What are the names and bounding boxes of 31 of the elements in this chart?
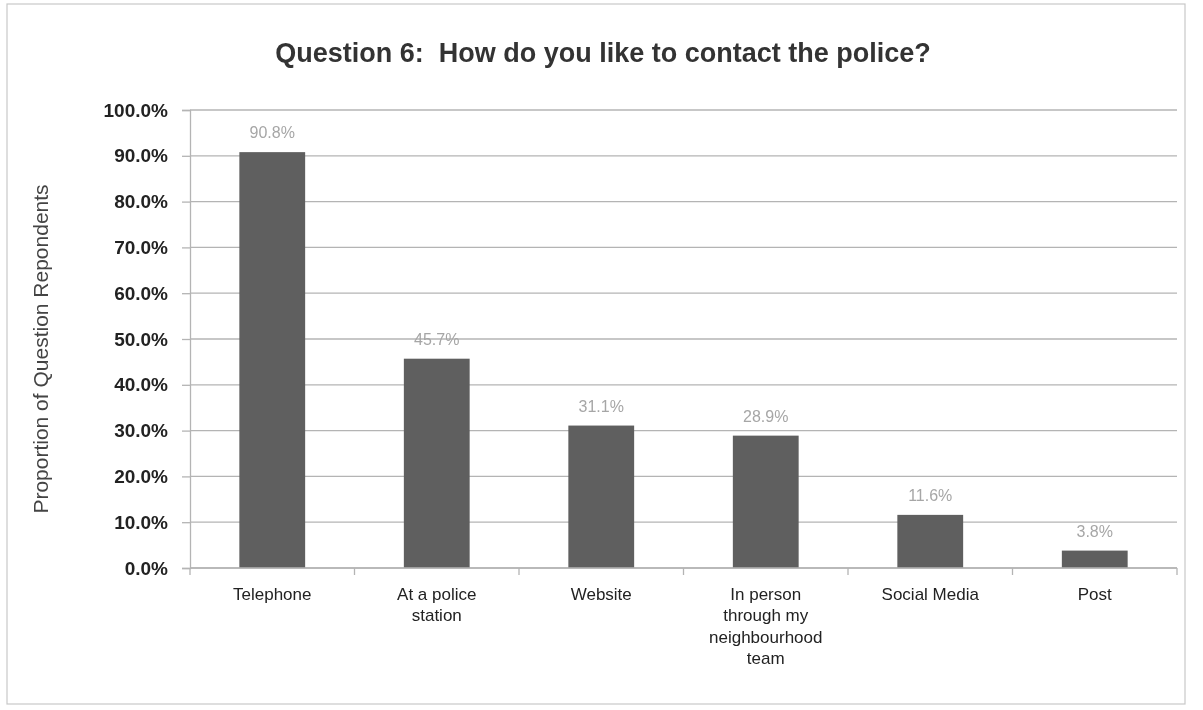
chart-title: Question 6: How do you like to contact the police?: [275, 38, 931, 68]
y-tick-label: 40.0%: [114, 374, 169, 396]
bar: [239, 152, 306, 568]
y-tick-label: 20.0%: [114, 465, 169, 487]
bar: [1061, 550, 1128, 568]
y-tick-label: 70.0%: [114, 236, 169, 258]
bar: [897, 514, 964, 568]
data-label: 3.8%: [1076, 522, 1113, 540]
data-label: 90.8%: [249, 124, 295, 142]
y-tick-label: 80.0%: [114, 191, 169, 213]
x-tick-label: Telephone: [233, 585, 312, 604]
y-tick-label: 90.0%: [114, 145, 169, 167]
y-tick-label: 100.0%: [103, 99, 169, 121]
data-label: 11.6%: [908, 486, 953, 504]
y-axis-title: Proportion of Question Repondents: [29, 184, 52, 514]
x-tick-label: Social Media: [881, 585, 980, 604]
bar: [403, 358, 470, 568]
y-tick-label: 30.0%: [114, 420, 169, 442]
data-label: 28.9%: [743, 407, 789, 425]
x-tick-label: Post: [1077, 585, 1113, 604]
bar: [732, 435, 799, 568]
y-tick-label: 10.0%: [114, 511, 169, 533]
x-tick-label: At a police station: [397, 585, 477, 626]
data-label: 31.1%: [578, 397, 624, 415]
data-label: 45.7%: [414, 330, 460, 348]
x-tick-label: In person through my neighbourhood team: [709, 585, 823, 668]
y-tick-label: 50.0%: [114, 328, 169, 350]
x-tick-label: Website: [570, 585, 632, 604]
y-tick-label: 0.0%: [124, 557, 169, 579]
bar: [568, 425, 635, 568]
y-tick-label: 60.0%: [114, 282, 169, 304]
